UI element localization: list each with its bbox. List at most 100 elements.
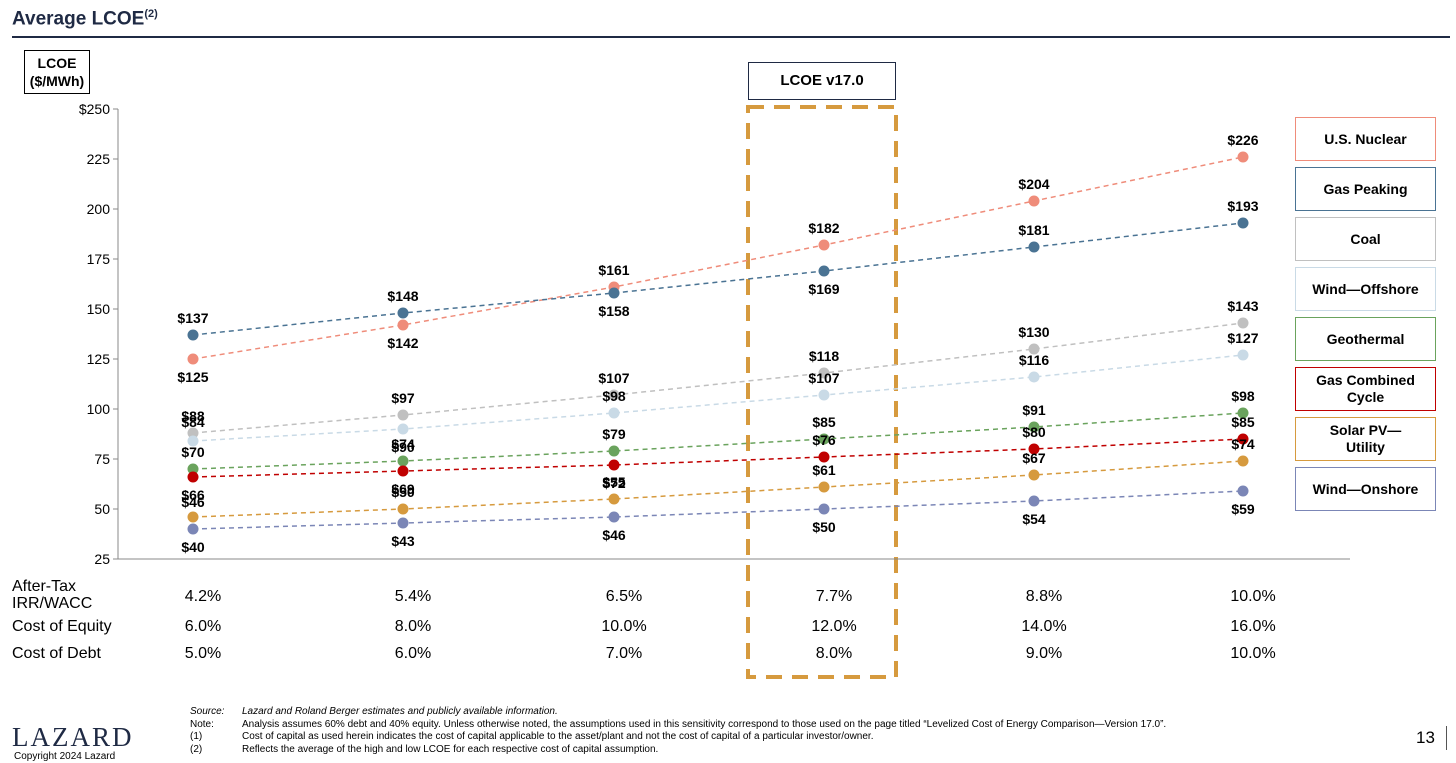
data-label: $59 (1231, 501, 1255, 517)
data-label: $127 (1227, 330, 1258, 346)
table-cell: 8.0% (394, 618, 432, 635)
data-label: $40 (181, 539, 205, 555)
data-label: $46 (181, 494, 205, 510)
series-line (192, 156, 1244, 360)
y-axis-unit-line2: ($/MWh) (29, 73, 85, 89)
table-cell: 6.0% (394, 645, 432, 662)
series-u-s-nuclear: $125 $142 $161 $182 $204 $226 (177, 132, 1258, 385)
series-line (192, 412, 1244, 470)
data-label: $79 (602, 426, 626, 442)
data-point (187, 471, 199, 483)
data-point (608, 389, 620, 401)
data-label: $142 (387, 335, 418, 351)
data-point (187, 353, 199, 365)
series-line (192, 322, 1244, 434)
data-label: $80 (1022, 424, 1046, 440)
table-row-label: After-Tax IRR/WACC (12, 578, 92, 612)
data-point (818, 481, 830, 493)
data-point (608, 407, 620, 419)
data-point (397, 307, 409, 319)
series-line (192, 438, 1244, 478)
data-label: $118 (809, 348, 840, 364)
series-gas-peaking: $137 $148 $158 $169 $181 $193 (177, 198, 1259, 341)
legend-label: U.S. Nuclear (1324, 131, 1406, 148)
legend-label-line: Gas Combined (1316, 372, 1415, 388)
y-tick-label: 225 (87, 151, 111, 167)
page-title-footnote-ref: (2) (144, 8, 158, 20)
data-label: $84 (181, 414, 205, 430)
data-point (397, 503, 409, 515)
data-point (1237, 407, 1249, 419)
y-tick-label: 125 (87, 351, 111, 367)
table-row-label: Cost of Equity (12, 618, 112, 635)
data-point (1028, 343, 1040, 355)
footnote-text: Analysis assumes 60% debt and 40% equity… (242, 718, 1167, 730)
data-label: $46 (602, 527, 626, 543)
data-point (1237, 151, 1249, 163)
legend-item: U.S. Nuclear (1295, 117, 1436, 161)
data-point (187, 523, 199, 535)
data-label: $69 (391, 481, 415, 497)
legend-item: Geothermal (1295, 317, 1436, 361)
data-label: $85 (1231, 414, 1255, 430)
highlight-label: LCOE v17.0 (748, 62, 896, 100)
legend-label-line: Gas Peaking (1323, 180, 1408, 197)
legend-label: Wind—Offshore (1312, 281, 1418, 298)
data-label: $74 (1231, 436, 1255, 452)
legend-label-line: Cycle (1346, 389, 1385, 405)
footnote-row: (1) Cost of capital as used herein indica… (190, 731, 1166, 744)
data-point (1237, 349, 1249, 361)
data-point (187, 511, 199, 523)
series-wind-offshore: $84 $90 $98 $107 $116 $127 (181, 330, 1258, 455)
page-title: Average LCOE(2) (12, 8, 158, 30)
legend-label: Wind—Onshore (1313, 481, 1419, 498)
data-point (1028, 371, 1040, 383)
legend-label-line: Wind—Offshore (1312, 280, 1419, 297)
data-label: $226 (1227, 132, 1258, 148)
legend-label: Gas Combined Cycle (1316, 372, 1415, 406)
data-point (187, 329, 199, 341)
y-tick-label: 25 (94, 551, 110, 567)
data-point (1028, 443, 1040, 455)
data-point (397, 319, 409, 331)
legend-label-line: Geothermal (1326, 330, 1405, 347)
data-label: $161 (598, 262, 629, 278)
data-label: $43 (391, 533, 415, 549)
footnote-row: (2) Reflects the average of the high and … (190, 744, 1166, 757)
legend-label: Gas Peaking (1323, 181, 1407, 198)
data-label: $107 (598, 370, 629, 386)
table-row-label-line1: After-Tax (12, 578, 77, 595)
legend-item: Wind—Offshore (1295, 267, 1436, 311)
legend-label-line: Utility (1346, 439, 1385, 455)
data-point (608, 459, 620, 471)
y-tick-label: 50 (94, 501, 110, 517)
data-label: $50 (812, 519, 836, 535)
highlight-dashed-box (746, 105, 898, 679)
footnote-key: (1) (190, 731, 203, 742)
data-label: $54 (1022, 511, 1046, 527)
series-geothermal: $70 $74 $79 $85 $91 $98 (181, 388, 1255, 475)
data-point (818, 239, 830, 251)
y-tick-label: 200 (87, 201, 111, 217)
data-point (187, 435, 199, 447)
data-label: $137 (177, 310, 208, 326)
legend-label: Coal (1350, 231, 1380, 248)
data-point (1237, 485, 1249, 497)
legend-label-line: U.S. Nuclear (1324, 130, 1407, 147)
data-point (1028, 195, 1040, 207)
data-point (608, 511, 620, 523)
data-point (1028, 421, 1040, 433)
table-cell: 6.0% (184, 618, 222, 635)
legend-label: Geothermal (1327, 331, 1405, 348)
data-point (397, 517, 409, 529)
legend-label-line: Coal (1350, 230, 1381, 247)
legend-label: Solar PV— Utility (1330, 422, 1402, 456)
series-wind-onshore: $40 $43 $46 $50 $54 $59 (181, 485, 1255, 555)
series-coal: $88 $97 $107 $118 $130 $143 (181, 298, 1259, 439)
table-cell: 4.2% (184, 588, 222, 605)
data-label: $66 (181, 487, 205, 503)
table-cell: 8.8% (1025, 588, 1063, 605)
data-label: $90 (391, 439, 415, 455)
series-line (192, 222, 1244, 336)
data-point (397, 465, 409, 477)
